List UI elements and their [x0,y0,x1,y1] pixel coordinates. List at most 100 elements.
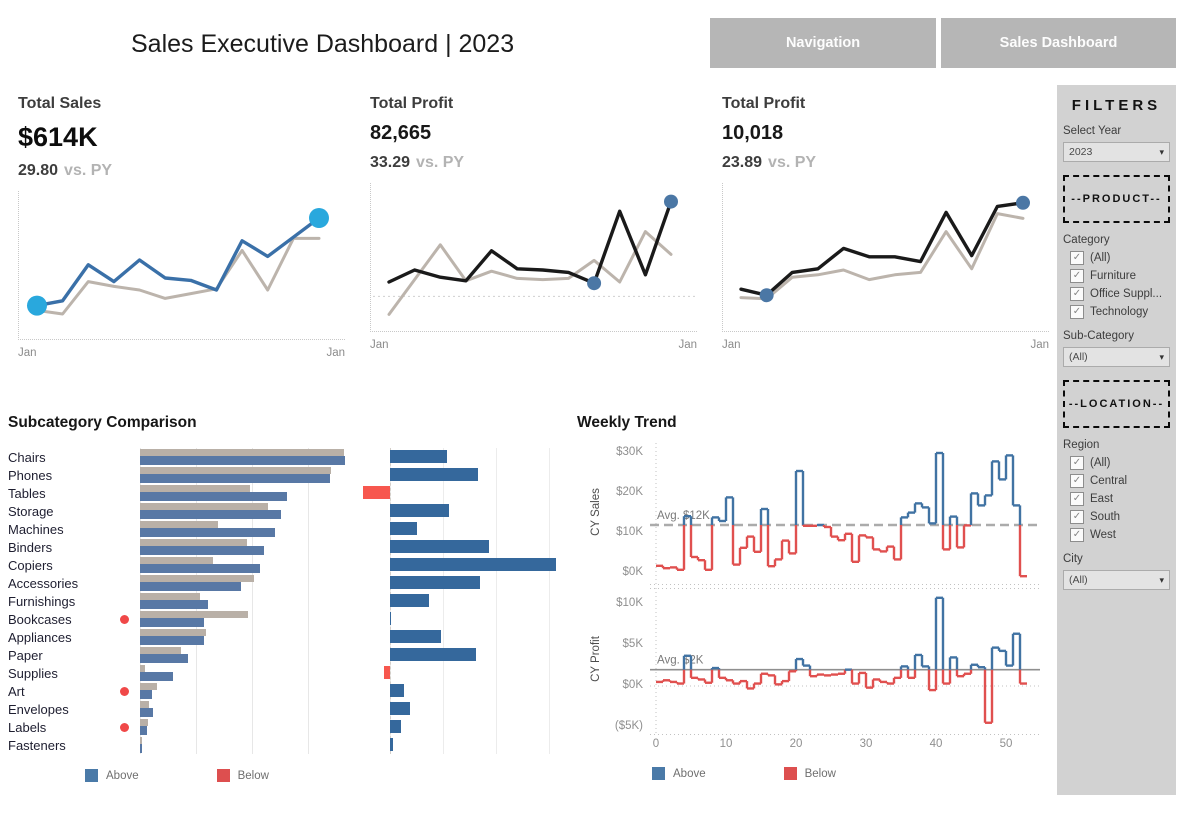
region-checkbox-list: ✓ (All) ✓ Central ✓ East ✓ South ✓ West [1063,456,1170,542]
py-sales-bar[interactable] [140,683,157,690]
delta-row [358,484,588,502]
py-sales-bar[interactable] [140,719,149,726]
py-sales-bar[interactable] [140,647,182,654]
cy-sales-bar[interactable] [140,456,345,465]
py-sales-bar[interactable] [140,575,254,582]
py-sales-bar[interactable] [140,611,248,618]
cy-sales-bar[interactable] [140,636,205,645]
navigation-button[interactable]: Navigation [710,18,936,68]
category-checkbox-technology[interactable]: ✓ Technology [1070,305,1170,319]
category-checkbox--all-[interactable]: ✓ (All) [1070,251,1170,265]
x-tick-start: Jan [370,339,389,351]
cy-sales-bar[interactable] [140,654,188,663]
delta-bar[interactable] [362,486,390,499]
subcategory-row: Supplies [8,664,360,682]
delta-bar[interactable] [390,450,447,463]
cy-sales-bar[interactable] [140,600,209,609]
category-checkbox-office-suppl-[interactable]: ✓ Office Suppl... [1070,287,1170,301]
cy-sales-bar[interactable] [140,744,143,753]
y-axis-tick: $10K [616,597,643,610]
delta-bar[interactable] [390,702,410,715]
py-sales-bar[interactable] [140,449,344,456]
cy-sales-bar[interactable] [140,672,174,681]
checkbox-checked: ✓ [1070,456,1084,470]
legend-item-above[interactable]: Above [652,767,706,780]
subcategory-row: Chairs [8,448,360,466]
delta-bar[interactable] [390,540,490,553]
flag-cell [108,722,140,732]
cy-sales-bar[interactable] [140,582,242,591]
delta-bar[interactable] [390,720,401,733]
y-axis-tick: ($5K) [614,719,643,732]
category-checkbox-furniture[interactable]: ✓ Furniture [1070,269,1170,283]
py-sales-bar[interactable] [140,557,214,564]
cy-sales-bar[interactable] [140,528,275,537]
checkbox-checked: ✓ [1070,287,1084,301]
cy-sales-bar[interactable] [140,546,265,555]
kpi-delta-number: 29.80 [18,162,59,179]
y-axis-tick: $0K [622,679,643,691]
sales-dashboard-button[interactable]: Sales Dashboard [941,18,1176,68]
x-tick-start: Jan [722,339,741,351]
sub-category-dropdown[interactable]: (All) ▾ [1063,347,1170,367]
delta-bar[interactable] [390,630,441,643]
py-sales-bar[interactable] [140,521,218,528]
subcategory-delta-chart [358,448,588,754]
delta-row [358,448,588,466]
py-sales-bar[interactable] [140,467,332,474]
py-sales-bar[interactable] [140,701,150,708]
legend-item-below[interactable]: Below [783,767,836,780]
delta-bar[interactable] [390,558,556,571]
py-sales-bar[interactable] [140,629,206,636]
cy-sales-bar[interactable] [140,564,261,573]
py-sales-bar[interactable] [140,503,269,510]
delta-bar[interactable] [390,522,418,535]
subcategory-label: Supplies [8,665,58,681]
below-flag-dot [119,722,129,732]
delta-bar[interactable] [390,468,478,481]
delta-bar[interactable] [390,612,391,625]
kpi-delta-suffix: vs. PY [416,154,465,171]
legend-item-above[interactable]: Above [85,769,139,782]
delta-bar[interactable] [390,684,404,697]
year-select-value: 2023 [1069,146,1093,158]
cy-sales-bar[interactable] [140,492,287,501]
cy-sales-bar[interactable] [140,474,331,483]
cy-sales-y-axis: $30K $20K $10K $0K [577,443,643,585]
py-sales-bar[interactable] [140,665,145,672]
kpi-card-total-sales: Total Sales $614K 29.80 vs. PY Jan Jan [18,95,345,359]
region-checkbox--all-[interactable]: ✓ (All) [1070,456,1170,470]
region-checkbox-south[interactable]: ✓ South [1070,510,1170,524]
weekly-profit-step-chart: Avg. $2K [650,588,1040,735]
delta-bar[interactable] [390,738,393,751]
delta-bar[interactable] [390,504,449,517]
cy-sales-bar[interactable] [140,726,148,735]
year-select-dropdown[interactable]: 2023 ▾ [1063,142,1170,162]
subcategory-label: Storage [8,503,54,519]
py-sales-bar[interactable] [140,737,143,744]
cy-sales-bar[interactable] [140,708,154,717]
delta-bar[interactable] [390,576,480,589]
delta-bar[interactable] [390,648,476,661]
sales-bars [140,718,347,736]
weekly-trend-title: Weekly Trend [577,414,677,431]
subcategory-label: Tables [8,485,46,501]
delta-bar[interactable] [390,594,429,607]
cy-sales-bar[interactable] [140,618,205,627]
city-value: (All) [1069,574,1088,586]
region-checkbox-east[interactable]: ✓ East [1070,492,1170,506]
py-sales-bar[interactable] [140,539,247,546]
kpi-value: 10,018 [722,122,784,144]
py-sales-bar[interactable] [140,593,201,600]
py-sales-bar[interactable] [140,485,250,492]
delta-row [358,592,588,610]
sparkline-x-axis: Jan Jan [722,339,1049,351]
region-checkbox-central[interactable]: ✓ Central [1070,474,1170,488]
city-dropdown[interactable]: (All) ▾ [1063,570,1170,590]
subcategory-label: Fasteners [8,737,66,753]
delta-bar[interactable] [384,666,390,679]
region-checkbox-west[interactable]: ✓ West [1070,528,1170,542]
cy-sales-bar[interactable] [140,510,281,519]
cy-sales-bar[interactable] [140,690,153,699]
legend-item-below[interactable]: Below [216,769,269,782]
